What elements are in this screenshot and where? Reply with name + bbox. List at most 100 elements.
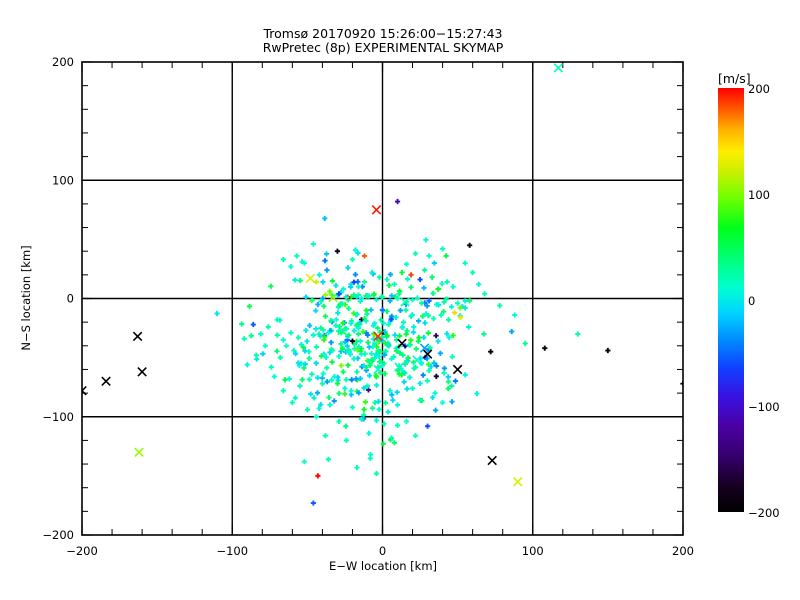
scatter-point (338, 341, 344, 347)
scatter-point (424, 423, 431, 429)
scatter-point (417, 397, 423, 403)
scatter-point (326, 394, 332, 401)
scatter-point (481, 331, 487, 337)
y-tick-label: 0 (67, 292, 74, 306)
scatter-point (361, 279, 368, 285)
scatter-point (313, 360, 319, 366)
scatter-point (304, 338, 310, 344)
scatter-point (450, 332, 456, 339)
scatter-point (411, 365, 417, 371)
scatter-point (462, 305, 468, 311)
scatter-point (363, 318, 369, 324)
scatter-point (422, 320, 428, 326)
scatter-point (373, 382, 380, 388)
scatter-point (317, 333, 323, 339)
scatter-point (329, 359, 335, 365)
scatter-point (404, 386, 410, 392)
scatter-point (445, 374, 451, 380)
scatter-point (325, 456, 332, 462)
scatter-point (396, 333, 403, 339)
scatter-point (400, 319, 407, 325)
scatter-point (403, 307, 409, 313)
scatter-point (322, 292, 329, 298)
colorbar[interactable] (718, 88, 744, 512)
scatter-point (351, 310, 357, 316)
scatter-point (413, 346, 419, 352)
scatter-point (441, 370, 447, 376)
scatter-point (376, 406, 382, 412)
scatter-point (324, 379, 330, 385)
scatter-point (360, 329, 366, 335)
scatter-point (382, 371, 388, 377)
scatter-point (409, 385, 416, 391)
scatter-point (425, 330, 431, 336)
axis-minor-ticks (82, 62, 683, 535)
scatter-point (313, 308, 319, 314)
y-axis-label: N−S location [km] (19, 245, 33, 350)
scatter-point (310, 332, 316, 338)
scatter-point (328, 317, 334, 324)
scatter-point (435, 338, 441, 344)
scatter-point (366, 293, 372, 299)
scatter-point (440, 246, 446, 252)
colorbar-tick-label: 200 (748, 82, 770, 96)
scatter-point (310, 500, 316, 506)
x-axis-tick-labels: −200 −100 0 100 200 (66, 544, 694, 558)
scatter-point (433, 301, 440, 308)
scatter-point (351, 292, 357, 298)
scatter-point (416, 335, 422, 341)
scatter-point (343, 437, 350, 443)
scatter-point (356, 344, 362, 350)
x-tick-label: 100 (522, 544, 544, 558)
scatter-point-large (137, 367, 147, 377)
plot-gridlines (82, 62, 683, 535)
scatter-point (334, 248, 341, 254)
scatter-point (386, 282, 392, 289)
scatter-point-large (305, 273, 316, 284)
y-tick-label: −100 (42, 410, 74, 424)
scatter-point (361, 253, 368, 259)
scatter-point (280, 388, 286, 394)
scatter-point (297, 278, 303, 284)
scatter-point (433, 363, 440, 369)
scatter-point (406, 342, 412, 348)
scatter-point (313, 344, 319, 350)
scatter-point (336, 291, 342, 297)
scatter-point (362, 399, 369, 405)
scatter-point (385, 321, 392, 328)
scatter-point (373, 297, 380, 303)
scatter-point (441, 308, 447, 315)
scatter-point (329, 278, 336, 284)
scatter-point (324, 267, 330, 273)
scatter-point (449, 354, 455, 360)
scatter-point (327, 288, 333, 295)
scatter-point (404, 276, 411, 282)
scatter-point (322, 433, 329, 439)
scatter-point (308, 391, 314, 397)
scatter-point (497, 302, 503, 309)
scatter-point (396, 371, 402, 377)
scatter-point (348, 320, 354, 326)
scatter-point (417, 380, 423, 387)
scatter-point (385, 409, 391, 415)
scatter-point (304, 407, 310, 413)
scatter-point (315, 301, 321, 308)
scatter-point (474, 390, 480, 397)
scatter-point (379, 294, 386, 300)
scatter-point (333, 282, 339, 289)
scatter-point (365, 332, 371, 338)
scatter-point-large (394, 362, 404, 372)
scatter-point (322, 215, 328, 222)
scatter-point (280, 337, 286, 343)
scatter-point (467, 298, 473, 304)
scatter-point (343, 294, 350, 300)
scatter-point (352, 271, 359, 278)
scatter-point (361, 385, 367, 391)
scatter-point (421, 285, 427, 291)
scatter-point (403, 358, 410, 364)
x-axis-label: E−W location [km] (329, 559, 437, 573)
scatter-point (318, 325, 324, 331)
scatter-point (340, 346, 346, 352)
